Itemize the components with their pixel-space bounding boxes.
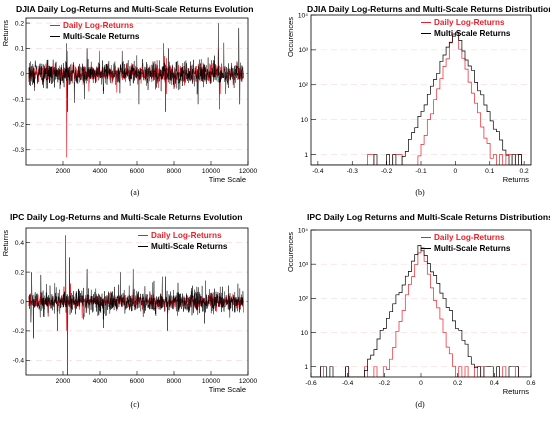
histogram-outline (311, 247, 531, 377)
y-tick-label: -0.3 (13, 147, 25, 154)
chart-panel-1: DJIA Daily Log-Returns and Multi-Scale R… (1, 4, 257, 197)
legend-label: Daily Log-Returns (151, 231, 222, 240)
x-tick-label: 12000 (239, 168, 258, 175)
chart-title: IPC Daily Log-Returns and Multi-Scale Re… (10, 212, 243, 222)
x-axis-label: Time Scale (209, 175, 246, 184)
x-tick-label: 0.4 (490, 380, 499, 387)
histogram-outline (311, 32, 531, 165)
y-tick-label: 0 (20, 71, 24, 78)
y-tick-label: 1 (304, 152, 308, 159)
y-axis-label: Occurences (286, 17, 295, 57)
y-tick-label: 0.2 (15, 269, 24, 276)
x-tick-label: 0.6 (526, 380, 535, 387)
histogram-outline (311, 31, 531, 165)
y-tick-label: 10³ (298, 47, 308, 54)
legend-label: Multi-Scale Returns (151, 242, 228, 251)
chart-panel-4: IPC Daily Log Returns and Multi-Scale Re… (286, 212, 550, 409)
legend-label: Daily Log-Returns (63, 21, 134, 30)
legend: Daily Log-Returns Multi-Scale Returns (421, 233, 511, 253)
y-tick-label: -0.4 (13, 358, 25, 365)
chart-panel-2: DJIA Daily Log-Returns and Multi-Scale R… (286, 4, 550, 197)
y-tick-label: 0 (20, 299, 24, 306)
legend-label: Multi-Scale Returns (434, 29, 511, 38)
plot-area (311, 31, 531, 165)
chart-panel-3: IPC Daily Log-Returns and Multi-Scale Re… (1, 212, 257, 409)
x-tick-label: 0.2 (453, 380, 462, 387)
y-tick-label: -0.2 (13, 328, 25, 335)
x-tick-label: -0.2 (379, 380, 391, 387)
x-tick-label: 12000 (239, 378, 258, 385)
y-tick-label: 10³ (298, 261, 308, 268)
x-tick-label: 10000 (202, 168, 221, 175)
y-tick-label: 0.1 (15, 46, 24, 53)
y-tick-label: 0.4 (15, 240, 24, 247)
panel-label: (a) (131, 188, 140, 197)
y-tick-label: -0.2 (13, 122, 25, 129)
legend-label: Daily Log-Returns (434, 233, 505, 242)
y-tick-label: -0.1 (13, 96, 25, 103)
y-tick-label: 10 (301, 117, 309, 124)
series-line (28, 235, 244, 375)
x-axis-label: Time Scale (209, 385, 246, 394)
x-tick-label: 0 (419, 380, 423, 387)
x-tick-label: 4000 (93, 378, 108, 385)
series-line (28, 48, 244, 158)
series-line (28, 23, 244, 112)
x-tick-label: -0.6 (305, 380, 317, 387)
panel-label: (b) (415, 188, 425, 197)
legend-label: Multi-Scale Returns (63, 32, 140, 41)
x-tick-label: 8000 (167, 378, 182, 385)
legend-label: Daily Log-Returns (434, 18, 505, 27)
y-tick-label: 0.2 (15, 20, 24, 27)
chart-title: DJIA Daily Log-Returns and Multi-Scale R… (307, 4, 550, 14)
x-axis-label: Returns (503, 175, 530, 184)
x-tick-label: 4000 (93, 168, 108, 175)
y-tick-label: 10⁴ (298, 227, 308, 234)
x-tick-label: 2000 (56, 378, 71, 385)
panel-label: (c) (131, 400, 140, 409)
legend: Daily Log-Returns Multi-Scale Returns (421, 18, 511, 38)
x-tick-label: 0 (454, 168, 458, 175)
legend: Daily Log-Returns Multi-Scale Returns (50, 21, 140, 41)
x-tick-label: -0.3 (347, 168, 359, 175)
plot-area (26, 22, 248, 158)
y-tick-label: 10 (301, 330, 309, 337)
legend: Daily Log-Returns Multi-Scale Returns (138, 231, 228, 251)
x-axis-label: Returns (503, 387, 530, 396)
y-tick-label: 1 (304, 364, 308, 371)
y-tick-label: 10² (298, 296, 308, 303)
x-tick-label: -0.4 (312, 168, 324, 175)
chart-title: IPC Daily Log Returns and Multi-Scale Re… (307, 212, 550, 222)
x-tick-label: 10000 (202, 378, 221, 385)
x-tick-label: 0.2 (520, 168, 529, 175)
x-tick-label: 2000 (56, 168, 71, 175)
y-tick-label: 10² (298, 82, 308, 89)
x-tick-label: 6000 (130, 168, 145, 175)
plot-area (26, 235, 248, 375)
chart-title: DJIA Daily Log-Returns and Multi-Scale R… (16, 4, 253, 14)
y-tick-label: 10⁴ (298, 12, 308, 19)
legend-label: Multi-Scale Returns (434, 244, 511, 253)
y-axis-label: Returns (1, 230, 10, 257)
histogram-outline (311, 245, 531, 377)
x-tick-label: -0.4 (342, 380, 354, 387)
plot-area (311, 245, 531, 377)
x-tick-label: 6000 (130, 378, 145, 385)
y-axis-label: Returns (1, 20, 10, 47)
x-tick-label: -0.1 (415, 168, 427, 175)
y-axis-label: Occurences (286, 232, 295, 272)
panel-label: (d) (415, 400, 425, 409)
x-tick-label: -0.2 (381, 168, 393, 175)
x-tick-label: 0.1 (485, 168, 494, 175)
x-tick-label: 8000 (167, 168, 182, 175)
